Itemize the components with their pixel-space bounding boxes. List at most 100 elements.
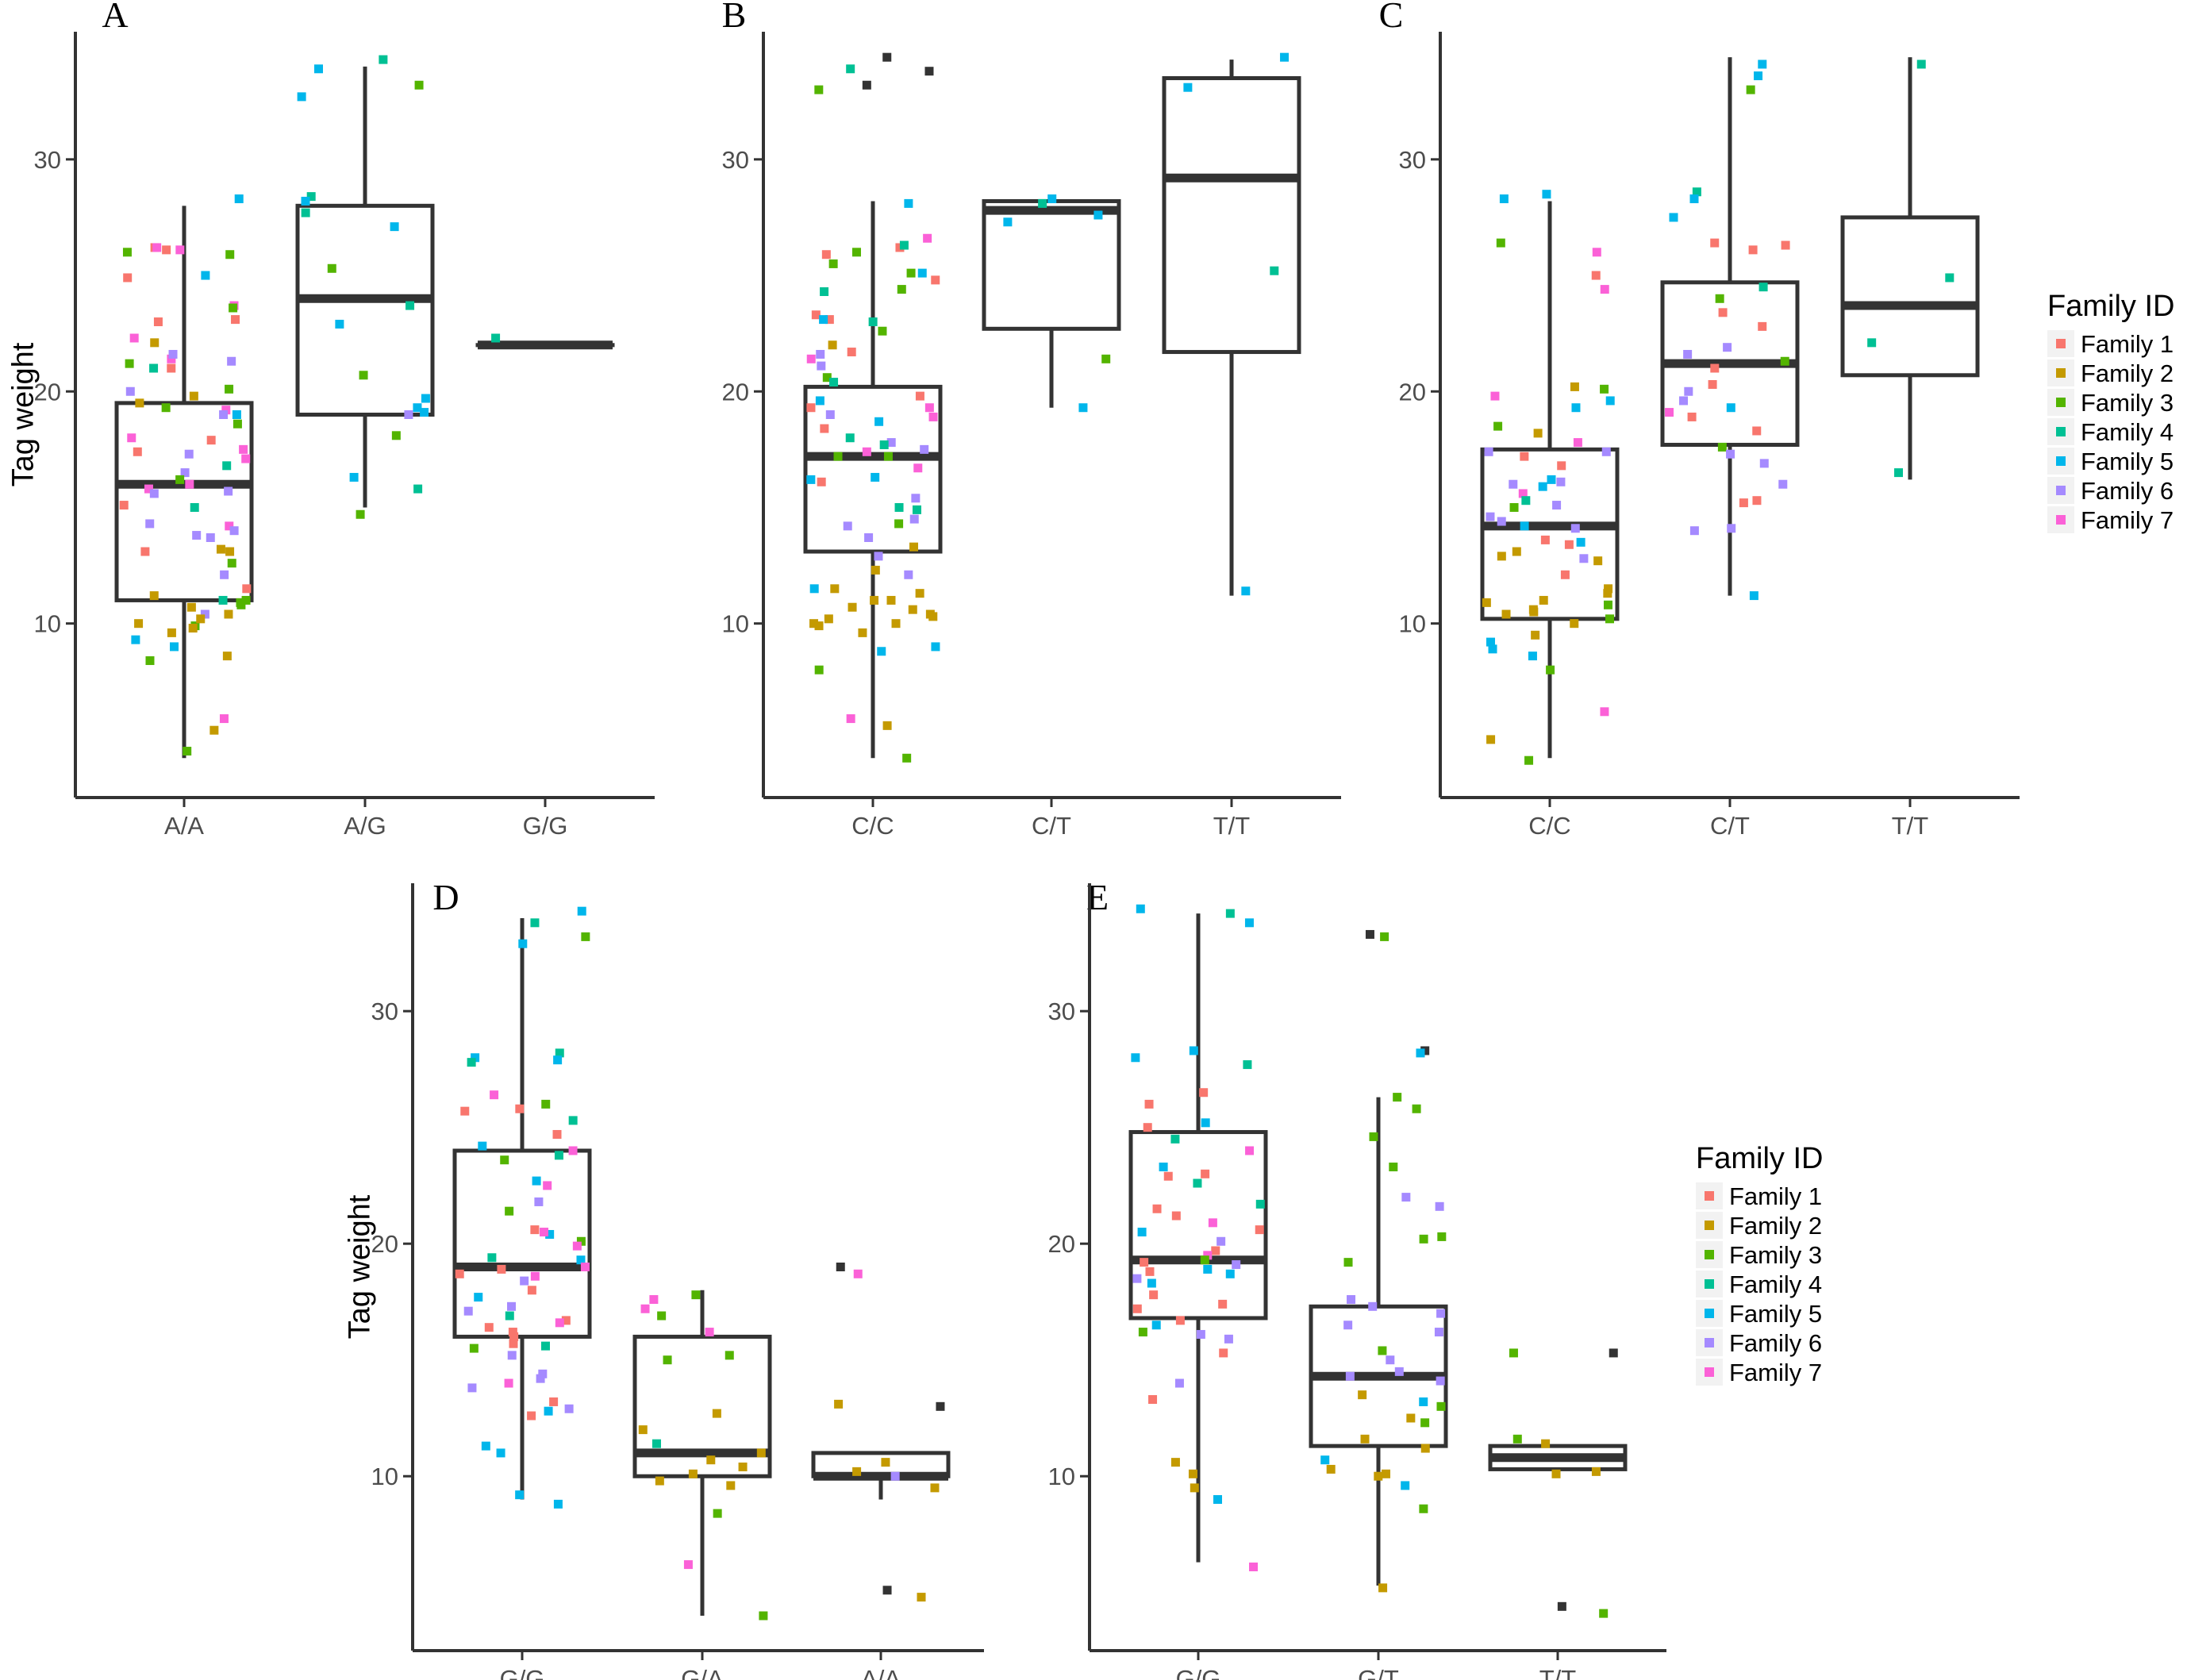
- data-point: [1420, 1418, 1430, 1428]
- data-point: [811, 310, 821, 320]
- data-point: [883, 452, 893, 461]
- data-point: [469, 1344, 479, 1353]
- data-point: [931, 275, 940, 285]
- data-point: [301, 196, 310, 206]
- data-point: [1573, 438, 1582, 448]
- data-point: [882, 1586, 892, 1595]
- legend-key: [1705, 1309, 1714, 1318]
- y-tick-label: 10: [1048, 1463, 1075, 1490]
- data-point: [1518, 489, 1528, 498]
- data-point: [507, 1351, 517, 1360]
- data-point: [1528, 652, 1537, 661]
- data-point: [1435, 1201, 1444, 1211]
- legend-item: Family 7: [2047, 506, 2174, 534]
- data-point: [1539, 595, 1548, 605]
- data-point: [1038, 198, 1047, 208]
- data-point: [851, 248, 861, 257]
- panel-label: A: [102, 0, 128, 35]
- data-point: [862, 447, 871, 456]
- data-point: [1406, 1413, 1416, 1423]
- data-point: [1538, 482, 1547, 491]
- data-point: [1570, 524, 1580, 533]
- data-point: [1216, 1236, 1226, 1246]
- data-point: [162, 245, 171, 255]
- data-point: [1201, 1169, 1210, 1178]
- y-tick-label: 20: [371, 1230, 398, 1258]
- box-body: [295, 203, 435, 417]
- data-point: [568, 1146, 578, 1155]
- data-point: [1132, 1274, 1142, 1283]
- box-body: [1480, 447, 1620, 621]
- data-point: [359, 371, 368, 380]
- data-point: [912, 505, 921, 514]
- data-point: [649, 1295, 659, 1305]
- x-tick-label: A/A: [164, 812, 204, 840]
- y-tick-label: 10: [34, 610, 61, 638]
- data-point: [180, 468, 190, 478]
- data-point: [540, 1341, 550, 1351]
- data-point: [1380, 932, 1389, 941]
- data-point: [691, 1290, 701, 1300]
- data-point: [911, 494, 921, 503]
- legend-title: Family ID: [1696, 1142, 1823, 1175]
- data-point: [1512, 547, 1521, 556]
- data-point: [1679, 396, 1689, 406]
- data-point: [1605, 614, 1615, 624]
- legend-item: Family 4: [2047, 418, 2174, 446]
- data-point: [327, 263, 336, 273]
- data-point: [1255, 1199, 1265, 1209]
- data-point: [1496, 238, 1505, 248]
- data-point: [231, 315, 240, 325]
- data-point: [1152, 1204, 1162, 1213]
- data-point: [227, 559, 236, 568]
- data-point: [1600, 384, 1609, 394]
- data-point: [149, 591, 159, 601]
- data-point: [190, 502, 199, 512]
- data-point: [349, 472, 359, 482]
- data-point: [1482, 598, 1491, 607]
- data-point: [581, 932, 590, 941]
- data-point: [1780, 356, 1789, 366]
- legend-label: Family 2: [1729, 1212, 1822, 1240]
- data-point: [1188, 1469, 1197, 1478]
- data-point: [906, 268, 916, 278]
- data-point: [509, 1339, 518, 1348]
- data-point: [864, 532, 874, 542]
- data-point: [1326, 1464, 1336, 1474]
- legend-item: Family 1: [2047, 330, 2174, 358]
- data-point: [1512, 1434, 1522, 1444]
- data-point: [183, 747, 192, 756]
- data-point: [576, 1255, 586, 1265]
- data-point: [1726, 403, 1735, 413]
- data-point: [848, 602, 857, 612]
- data-point: [1689, 194, 1699, 204]
- data-point: [391, 431, 401, 440]
- data-point: [824, 315, 834, 325]
- data-point: [1136, 904, 1145, 913]
- data-point: [1749, 591, 1758, 601]
- legend-label: Family 3: [2081, 389, 2174, 417]
- data-point: [663, 1355, 672, 1365]
- box-c-t: [1660, 57, 1800, 596]
- data-point: [536, 1374, 545, 1383]
- data-point: [1529, 607, 1539, 617]
- data-point: [886, 438, 896, 448]
- data-point: [1345, 1371, 1355, 1381]
- box-a-a: [114, 206, 254, 759]
- data-point: [241, 595, 251, 605]
- legend-label: Family 1: [1729, 1182, 1822, 1210]
- data-point: [923, 233, 932, 243]
- data-point: [1211, 1246, 1220, 1255]
- y-tick-label: 20: [1048, 1230, 1075, 1258]
- data-point: [220, 570, 229, 579]
- data-point: [379, 55, 388, 64]
- data-point: [931, 642, 940, 652]
- data-point: [1145, 1267, 1155, 1276]
- data-point: [920, 444, 929, 454]
- data-point: [1754, 71, 1763, 81]
- data-point: [882, 52, 892, 62]
- data-point: [1003, 217, 1013, 227]
- data-point: [175, 245, 185, 255]
- x-tick-label: G/G: [500, 1665, 545, 1680]
- data-point: [651, 1439, 661, 1448]
